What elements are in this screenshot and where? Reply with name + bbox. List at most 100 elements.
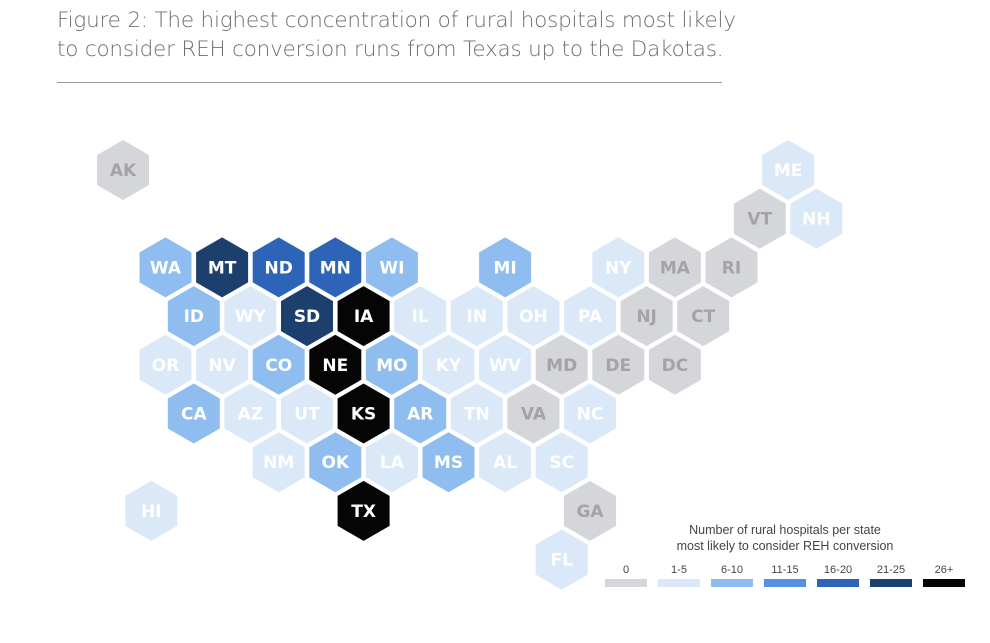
state-hex-shape bbox=[733, 188, 786, 249]
state-hex-shape bbox=[507, 286, 560, 347]
state-label: MS bbox=[434, 453, 463, 473]
state-label: MT bbox=[208, 258, 237, 278]
state-hex-wv: WV bbox=[479, 334, 532, 395]
state-hex-shape bbox=[309, 237, 362, 298]
state-hex-ri: RI bbox=[705, 237, 758, 298]
state-hex-shape bbox=[564, 480, 616, 541]
state-label: WY bbox=[235, 307, 267, 327]
state-label: SD bbox=[294, 307, 320, 327]
state-hex-hi: HI bbox=[125, 480, 178, 541]
state-hex-ga: GA bbox=[564, 480, 616, 541]
state-hex-dc: DC bbox=[648, 334, 701, 395]
legend-label: 11-15 bbox=[771, 564, 799, 576]
state-label: IA bbox=[354, 307, 374, 327]
state-hex-shape bbox=[365, 237, 418, 298]
state-label: WA bbox=[150, 258, 182, 278]
state-label: CO bbox=[265, 356, 292, 376]
legend-label: 6-10 bbox=[720, 564, 744, 576]
state-hex-nh: NH bbox=[790, 188, 843, 249]
state-hex-shape bbox=[592, 334, 645, 395]
legend-label: 26+ bbox=[934, 564, 954, 576]
legend-item: 16-20 bbox=[812, 563, 864, 587]
state-hex-shape bbox=[252, 237, 305, 298]
state-label: IN bbox=[467, 307, 488, 327]
state-hex-shape bbox=[790, 188, 843, 249]
state-hex-ks: KS bbox=[337, 383, 390, 444]
state-hex-shape bbox=[252, 334, 305, 395]
figure-title: Figure 2: The highest concentration of r… bbox=[57, 6, 757, 64]
state-hex-shape bbox=[281, 383, 333, 444]
legend-swatch bbox=[817, 579, 859, 587]
state-hex-shape bbox=[479, 334, 532, 395]
state-hex-shape bbox=[125, 480, 178, 541]
state-hex-shape bbox=[224, 286, 277, 347]
state-label: MN bbox=[320, 258, 351, 278]
state-hex-shape bbox=[139, 334, 192, 395]
state-label: WV bbox=[489, 356, 522, 376]
state-hex-shape bbox=[507, 383, 560, 444]
legend-item: 11-15 bbox=[759, 563, 811, 587]
state-hex-wa: WA bbox=[139, 237, 192, 298]
state-hex-shape bbox=[167, 286, 220, 347]
state-hex-shape bbox=[564, 286, 616, 347]
state-hex-nj: NJ bbox=[620, 286, 673, 347]
state-label: LA bbox=[380, 453, 405, 473]
state-hex-shape bbox=[677, 286, 730, 347]
state-label: NM bbox=[263, 453, 294, 473]
state-label: TN bbox=[464, 405, 490, 425]
state-label: PA bbox=[578, 307, 603, 327]
legend-swatch bbox=[870, 579, 912, 587]
state-hex-fl: FL bbox=[535, 529, 588, 590]
state-hex-shape bbox=[535, 334, 588, 395]
state-hex-ky: KY bbox=[422, 334, 475, 395]
state-label: AZ bbox=[238, 405, 263, 425]
state-hex-shape bbox=[365, 432, 418, 493]
state-hex-shape bbox=[450, 286, 503, 347]
title-divider bbox=[57, 82, 722, 83]
state-hex-ia: IA bbox=[337, 286, 390, 347]
state-label: CA bbox=[181, 405, 207, 425]
legend-item: 26+ bbox=[918, 563, 970, 587]
state-label: HI bbox=[141, 502, 162, 522]
state-hex-in: IN bbox=[450, 286, 503, 347]
state-hex-shape bbox=[394, 383, 447, 444]
state-label: FL bbox=[550, 551, 573, 571]
state-label: IL bbox=[412, 307, 429, 327]
legend-title: Number of rural hospitals per state most… bbox=[640, 522, 930, 554]
state-hex-ak: AK bbox=[97, 140, 149, 200]
state-hex-nv: NV bbox=[196, 334, 249, 395]
state-hex-co: CO bbox=[252, 334, 305, 395]
state-hex-shape bbox=[535, 432, 588, 493]
legend-item: 6-10 bbox=[706, 563, 758, 587]
state-hex-shape bbox=[592, 237, 645, 298]
state-hex-wi: WI bbox=[365, 237, 418, 298]
state-hex-or: OR bbox=[139, 334, 192, 395]
legend-title-line-2: most likely to consider REH conversion bbox=[676, 539, 894, 553]
state-hex-va: VA bbox=[507, 383, 560, 444]
state-hex-ny: NY bbox=[592, 237, 645, 298]
legend-swatch bbox=[764, 579, 806, 587]
state-hex-shape bbox=[224, 383, 277, 444]
figure-title-line-1: Figure 2: The highest concentration of r… bbox=[57, 8, 736, 33]
state-label: AK bbox=[110, 161, 137, 181]
state-label: MA bbox=[660, 258, 691, 278]
state-label: AR bbox=[407, 405, 433, 425]
state-label: AL bbox=[493, 453, 517, 473]
state-hex-shape bbox=[309, 334, 362, 395]
state-label: VT bbox=[747, 210, 772, 230]
state-hex-ut: UT bbox=[281, 383, 333, 444]
state-label: UT bbox=[294, 405, 320, 425]
state-hex-ms: MS bbox=[422, 432, 475, 493]
state-hex-shape bbox=[479, 432, 532, 493]
state-hex-shape bbox=[252, 432, 305, 493]
state-hex-shape bbox=[564, 383, 616, 444]
state-label: MD bbox=[546, 356, 577, 376]
state-hex-shape bbox=[365, 334, 418, 395]
state-hex-ne: NE bbox=[309, 334, 362, 395]
state-label: ND bbox=[265, 258, 293, 278]
state-hex-shape bbox=[535, 529, 588, 590]
state-hex-vt: VT bbox=[733, 188, 786, 249]
state-hex-md: MD bbox=[535, 334, 588, 395]
state-label: NV bbox=[208, 356, 236, 376]
